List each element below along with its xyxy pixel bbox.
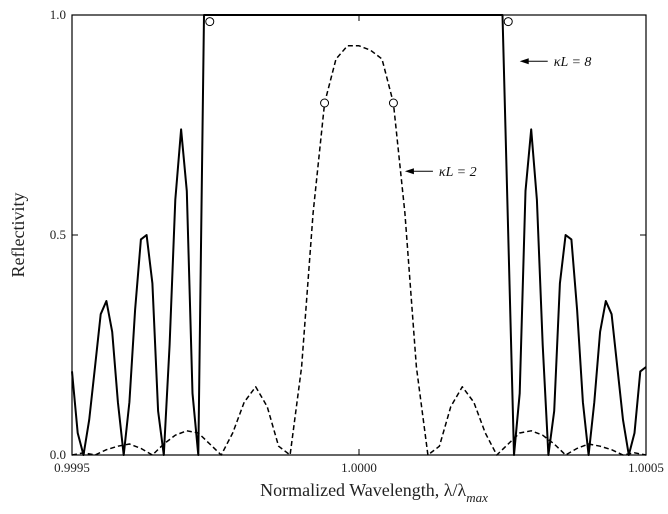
marker-point xyxy=(320,98,330,108)
marker-point xyxy=(388,98,398,108)
x-axis-title-main: Normalized Wavelength, λ/λ xyxy=(260,480,466,500)
annotation-kL8: κL = 8 xyxy=(554,55,592,70)
x-tick-label: 1.0005 xyxy=(628,460,664,475)
annotation-kL2: κL = 2 xyxy=(439,165,477,180)
series-line-kL2 xyxy=(71,45,647,456)
y-tick-label: 0.5 xyxy=(50,227,66,242)
y-tick-label: 0.0 xyxy=(50,447,66,462)
annotations-layer: κL = 8 κL = 2 xyxy=(404,55,592,180)
x-axis-title-subscript: max xyxy=(466,490,488,505)
x-tick-label: 1.0000 xyxy=(341,460,377,475)
x-tick-label: 0.9995 xyxy=(54,460,90,475)
y-axis-title: Reflectivity xyxy=(8,193,28,278)
x-axis-title: Normalized Wavelength, λ/λmax xyxy=(260,480,488,505)
series-line-kL8 xyxy=(71,14,647,456)
annotation-arrowhead xyxy=(404,168,414,175)
annotation-arrowhead xyxy=(519,58,529,65)
series-layer xyxy=(71,14,647,456)
marker-point xyxy=(503,17,513,27)
markers-layer xyxy=(205,17,513,108)
marker-point xyxy=(205,17,215,27)
y-tick-label: 1.0 xyxy=(50,7,66,22)
